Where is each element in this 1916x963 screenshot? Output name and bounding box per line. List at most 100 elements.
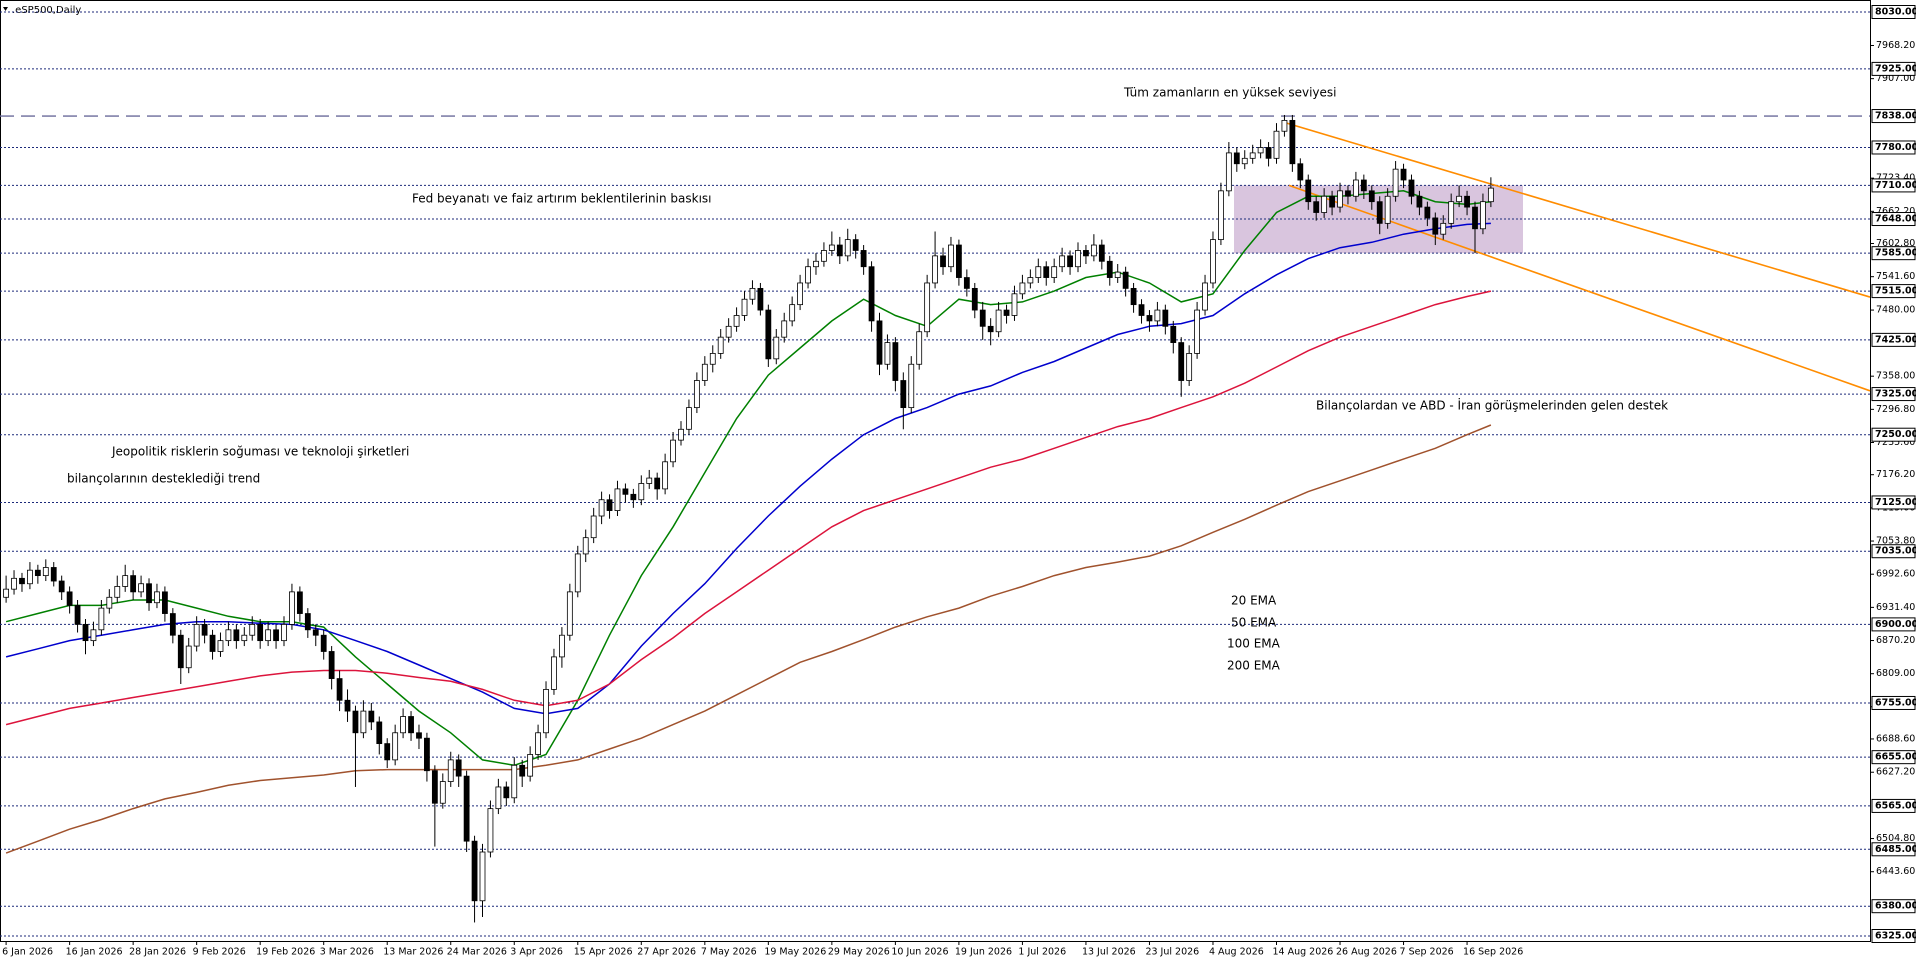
candle-body (805, 266, 811, 284)
level-label: 7710.00 (1875, 180, 1916, 191)
candle-body (1480, 201, 1486, 230)
candle-body (1432, 217, 1439, 235)
candle-body (1130, 287, 1137, 306)
candle-body (693, 380, 700, 409)
candle-body (622, 488, 629, 495)
candle-body (1122, 271, 1129, 289)
candle-body (1305, 179, 1312, 203)
candle-body (551, 656, 557, 690)
candle-body (185, 645, 192, 669)
candle-body (1400, 168, 1407, 181)
y-tick-label: 7662.20 (1876, 206, 1915, 217)
x-tick-label: 3 Apr 2026 (510, 947, 563, 958)
y-tick-label: 7358.00 (1876, 371, 1915, 382)
candle-body (1384, 195, 1391, 224)
candle-body (1289, 119, 1296, 165)
candle-body (519, 764, 526, 777)
level-label: 7780.00 (1875, 142, 1916, 153)
candle-body (670, 439, 676, 463)
level-label: 8030.00 (1875, 7, 1916, 18)
legend-label: 200 EMA (1227, 659, 1281, 673)
candle-body (725, 325, 732, 338)
candle-body (1194, 309, 1200, 354)
y-tick-label: 6443.60 (1876, 866, 1915, 877)
candle-body (1265, 147, 1272, 159)
level-label-box (1871, 387, 1916, 402)
candle-body (392, 732, 399, 761)
candle-body (1146, 315, 1153, 322)
y-tick-label: 7053.80 (1876, 536, 1915, 547)
x-tick-label: 9 Feb 2026 (193, 947, 246, 958)
candle-body (384, 743, 391, 761)
candle-body (304, 613, 311, 631)
candle-body (1067, 255, 1073, 268)
candle-body (828, 244, 835, 251)
candle-body (813, 260, 819, 268)
candle-body (1035, 266, 1042, 278)
candle-body (1106, 260, 1113, 278)
annotation: Tüm zamanların en yüksek seviyesi (1123, 86, 1336, 100)
candle-body (1090, 244, 1097, 257)
candle-body (1114, 271, 1121, 278)
candle-body (717, 336, 724, 354)
candle-body (431, 770, 438, 804)
candle-body (709, 353, 716, 365)
ema-line (5, 222, 1491, 715)
x-tick-label: 13 Mar 2026 (383, 947, 443, 958)
candle-body (249, 623, 256, 636)
candle-body (439, 781, 446, 804)
candle-body (1138, 304, 1145, 316)
candle-body (424, 737, 430, 772)
candle-body (281, 623, 287, 642)
candle-body (138, 583, 144, 593)
level-label: 7925.00 (1875, 63, 1916, 74)
x-tick-label: 6 Jan 2026 (2, 947, 53, 958)
candle-body (455, 759, 462, 777)
candle-body (495, 786, 502, 810)
candle-body (1487, 187, 1494, 203)
candle-body (852, 239, 859, 251)
candle-body (193, 623, 200, 647)
candle-body (971, 287, 978, 311)
candle-body (82, 623, 89, 642)
candle-body (1376, 201, 1383, 224)
x-tick-label: 26 Aug 2026 (1336, 947, 1397, 958)
candle-body (1233, 152, 1240, 165)
candle-body (741, 298, 748, 316)
chart-title: .eSP500,Daily (12, 5, 81, 16)
y-tick-label: 7176.20 (1876, 469, 1915, 480)
menu-arrow (3, 7, 8, 11)
candle-body (225, 629, 232, 642)
candle-body (876, 320, 883, 365)
candle-body (1011, 293, 1018, 316)
level-label: 6565.00 (1875, 800, 1916, 811)
annotation: Bilançolardan ve ABD - İran görüşmelerin… (1316, 398, 1668, 413)
candle-body (1225, 152, 1232, 192)
candle-body (932, 255, 938, 284)
x-tick-label: 19 May 2026 (764, 947, 826, 958)
level-label-box (1871, 750, 1916, 765)
candle-body (1019, 282, 1026, 295)
candle-body (344, 699, 351, 712)
x-tick-label: 4 Aug 2026 (1209, 947, 1264, 958)
candle-body (916, 331, 923, 365)
ema-line (5, 190, 1491, 767)
level-label-box (1871, 544, 1916, 559)
level-label: 7425.00 (1875, 334, 1916, 345)
candle-body (1202, 282, 1208, 311)
candle-body (678, 428, 684, 441)
candle-body (1249, 152, 1256, 159)
candle-body (1456, 195, 1463, 203)
level-label: 6655.00 (1875, 752, 1916, 763)
candle-body (312, 629, 319, 636)
candle-body (979, 309, 986, 327)
candle-body (376, 721, 383, 745)
level-label-box (1871, 246, 1916, 261)
candle-body (1360, 179, 1367, 192)
y-tick-label: 7296.80 (1876, 404, 1915, 415)
x-tick-label: 3 Mar 2026 (320, 947, 374, 958)
candle-body (42, 567, 49, 577)
x-tick-label: 16 Jan 2026 (66, 947, 123, 958)
candle-body (408, 716, 414, 734)
